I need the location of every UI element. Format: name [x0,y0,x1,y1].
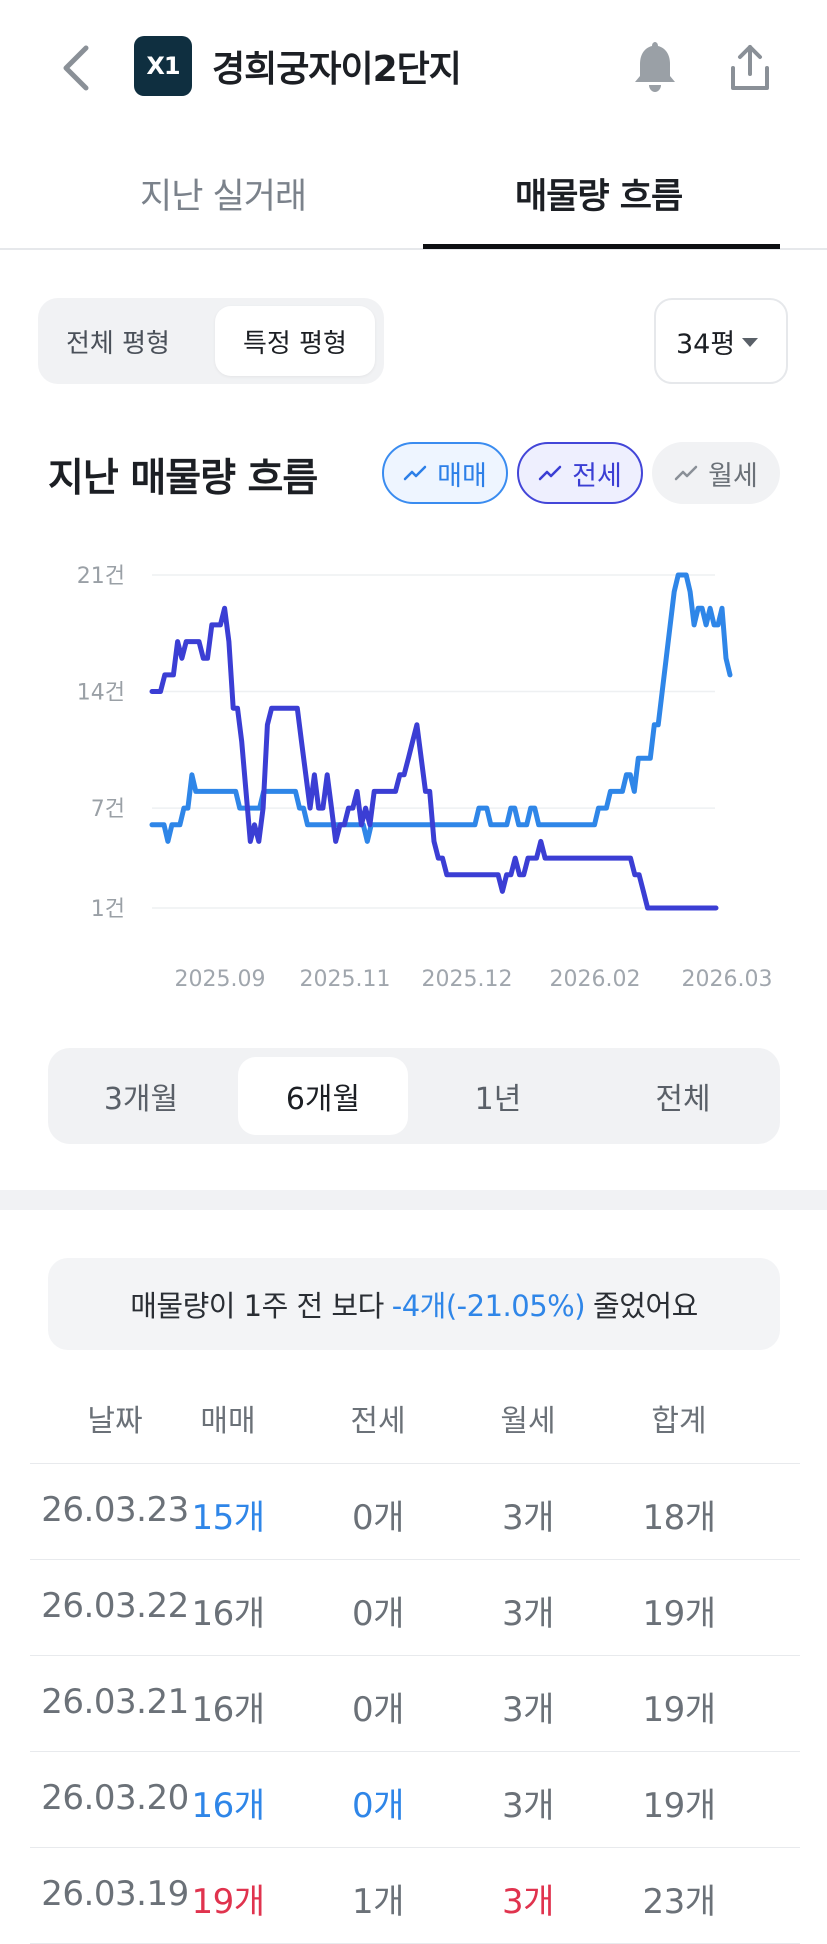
x-tick-label: 2025.12 [422,967,513,992]
period-6m-button[interactable]: 6개월 [238,1057,408,1135]
cell-sale: 15개 [191,1498,265,1538]
cell-monthly: 3개 [502,1690,554,1730]
chevron-left-icon[interactable] [58,42,98,94]
cell-sale: 16개 [191,1786,265,1826]
table-row: 26.03.20 16개 0개 3개 19개 [30,1752,800,1848]
trend-icon [538,465,562,481]
filter-jeonse-label: 전세 [572,460,622,492]
filter-monthly-label: 월세 [708,460,758,492]
x-tick-label: 2025.11 [300,967,391,992]
cell-jeonse: 0개 [352,1594,404,1634]
y-tick-label: 7건 [91,797,125,822]
period-all-button[interactable]: 전체 [655,1082,711,1117]
trend-icon [403,465,427,481]
header-jeonse: 전세 [350,1404,406,1439]
cell-date: 26.03.22 [41,1586,189,1626]
cell-total: 19개 [642,1690,716,1730]
active-tab-indicator [423,244,780,249]
listing-table: 날짜 매매 전세 월세 합계 26.03.23 15개 0개 3개 18개 26… [30,1370,800,1944]
table-header: 날짜 매매 전세 월세 합계 [30,1370,800,1464]
filter-monthly-chip[interactable]: 월세 [652,442,780,504]
weekly-summary: 매물량이 1주 전 보다 -4개(-21.05%) 줄었어요 [48,1258,780,1350]
summary-suffix: 줄었어요 [593,1289,698,1323]
header-total: 합계 [651,1404,707,1439]
tab-bar: 지난 실거래 매물량 흐름 [0,140,827,250]
cell-monthly: 3개 [502,1882,554,1922]
cell-sale: 16개 [191,1690,265,1730]
filter-sale-chip[interactable]: 매매 [382,442,508,504]
period-3m-button[interactable]: 3개월 [103,1082,179,1117]
header-date: 날짜 [87,1404,143,1439]
app-header: X1 경희궁자이2단지 [0,0,827,135]
cell-jeonse: 1개 [352,1882,404,1922]
summary-change: -4개(-21.05%) [391,1289,586,1323]
header-sale: 매매 [200,1404,256,1439]
period-1y-button[interactable]: 1년 [474,1082,522,1117]
cell-monthly: 3개 [502,1786,554,1826]
y-tick-label: 21건 [77,564,125,589]
x-tick-label: 2025.09 [175,967,266,992]
period-selector: 3개월 6개월 1년 전체 [48,1048,780,1144]
cell-date: 26.03.19 [41,1874,189,1914]
cell-date: 26.03.21 [41,1682,189,1722]
header-monthly: 월세 [500,1404,556,1439]
cell-sale: 16개 [191,1594,265,1634]
listing-flow-chart: 21건 14건 7건 1건 2025.09 2025.11 2025.12 2026.02 20… [77,564,773,992]
chevron-down-icon [742,338,758,347]
cell-jeonse: 0개 [352,1786,404,1826]
cell-sale: 19개 [191,1882,265,1922]
table-row: 26.03.23 15개 0개 3개 18개 [30,1464,800,1560]
table-row: 26.03.21 16개 0개 3개 19개 [30,1656,800,1752]
pyeong-toggle: 전체 평형 특정 평형 [38,298,384,384]
table-row: 26.03.19 19개 1개 3개 23개 [30,1848,800,1944]
x-tick-label: 2026.03 [682,967,773,992]
cell-monthly: 3개 [502,1498,554,1538]
pyeong-size-select[interactable]: 34평 [654,298,788,384]
trend-icon [674,465,698,481]
specific-pyeong-button[interactable]: 특정 평형 [215,306,375,376]
cell-total: 19개 [642,1594,716,1634]
cell-jeonse: 0개 [352,1498,404,1538]
filter-jeonse-chip[interactable]: 전세 [517,442,643,504]
cell-jeonse: 0개 [352,1690,404,1730]
share-icon[interactable] [725,42,775,94]
page-title: 경희궁자이2단지 [212,49,462,90]
complex-logo: X1 [134,36,192,96]
all-pyeong-button[interactable]: 전체 평형 [66,328,170,359]
cell-date: 26.03.23 [41,1490,189,1530]
y-tick-label: 14건 [77,681,125,706]
cell-total: 18개 [642,1498,716,1538]
tab-listing-flow[interactable]: 매물량 흐름 [515,177,683,217]
filter-sale-label: 매매 [437,460,487,492]
section-divider [0,1190,827,1210]
x-tick-label: 2026.02 [550,967,641,992]
cell-date: 26.03.20 [41,1778,189,1818]
tab-past-transactions[interactable]: 지난 실거래 [140,177,307,217]
cell-total: 19개 [642,1786,716,1826]
bell-icon[interactable] [630,38,680,94]
section-title: 지난 매물량 흐름 [48,456,318,501]
summary-prefix: 매물량이 1주 전 보다 [130,1289,384,1323]
cell-monthly: 3개 [502,1594,554,1634]
y-tick-label: 1건 [91,897,125,922]
series-line-전세 [149,605,719,911]
pyeong-size-value: 34평 [676,328,736,360]
table-row: 26.03.22 16개 0개 3개 19개 [30,1560,800,1656]
cell-total: 23개 [642,1882,716,1922]
logo-text: X1 [146,52,180,80]
